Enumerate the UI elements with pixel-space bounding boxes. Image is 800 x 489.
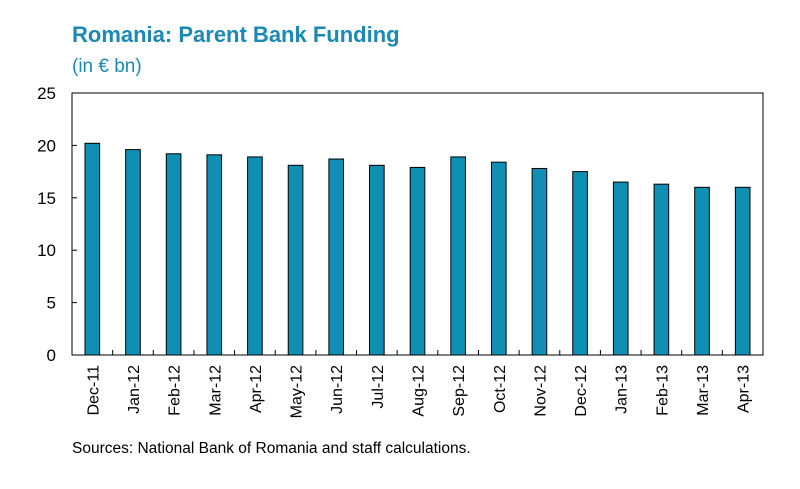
bar-feb-13 xyxy=(653,183,670,356)
x-axis-ticks: Dec-11 Jan-12 Feb-12 Mar-12 Apr-12 May-12 Jun-… xyxy=(71,350,753,418)
x-tick-label: Feb-13 xyxy=(654,365,671,416)
y-tick-label: 10 xyxy=(37,241,56,260)
bar-sep-12 xyxy=(450,156,466,356)
bar-apr-12 xyxy=(247,156,263,356)
bar-jan-12 xyxy=(125,149,141,356)
x-tick-label: Feb-12 xyxy=(167,365,184,416)
x-tick-label: Dec-12 xyxy=(573,365,590,417)
x-tick-label: Jun-12 xyxy=(329,365,346,414)
y-tick-label: 20 xyxy=(37,136,56,155)
bar-series xyxy=(84,142,751,356)
x-tick-label: Nov-12 xyxy=(532,365,549,417)
source-note: Sources: National Bank of Romania and st… xyxy=(72,440,471,457)
x-tick-label: Mar-12 xyxy=(207,365,224,416)
plot-area-frame xyxy=(71,92,764,356)
x-tick-label: Mar-13 xyxy=(695,365,712,416)
x-tick-label: Apr-13 xyxy=(736,365,753,413)
bar-aug-12 xyxy=(409,166,426,356)
x-tick-label: Jul-12 xyxy=(370,365,387,409)
y-tick-label: 15 xyxy=(37,189,56,208)
y-axis-ticks: 0 5 10 15 20 25 xyxy=(37,84,77,365)
bar-mar-12 xyxy=(206,154,223,356)
x-tick-label: Jan-12 xyxy=(126,365,143,414)
x-tick-label: Dec-11 xyxy=(85,365,102,415)
x-tick-label: Sep-12 xyxy=(451,365,468,417)
y-tick-label: 25 xyxy=(37,84,56,103)
x-tick-label: May-12 xyxy=(289,365,306,418)
chart-subtitle: (in € bn) xyxy=(72,56,142,77)
x-tick-label: Aug-12 xyxy=(411,365,428,417)
bar-jun-12 xyxy=(328,158,345,356)
bar-jul-12 xyxy=(369,164,385,356)
chart-title: Romania: Parent Bank Funding xyxy=(72,22,400,47)
y-tick-label: 0 xyxy=(47,346,56,365)
bar-apr-13 xyxy=(734,186,751,356)
x-tick-label: Jan-13 xyxy=(614,365,631,414)
bar-jan-13 xyxy=(612,181,629,356)
bar-mar-13 xyxy=(694,186,710,356)
x-tick-label: Apr-12 xyxy=(248,365,265,413)
x-tick-label: Oct-12 xyxy=(492,365,509,413)
bar-dec-11 xyxy=(84,142,101,356)
bar-oct-12 xyxy=(490,161,507,356)
y-tick-label: 5 xyxy=(47,294,56,313)
bar-nov-12 xyxy=(531,167,548,356)
bar-may-12 xyxy=(287,164,304,356)
bar-dec-12 xyxy=(572,171,588,356)
bar-feb-12 xyxy=(165,153,182,356)
